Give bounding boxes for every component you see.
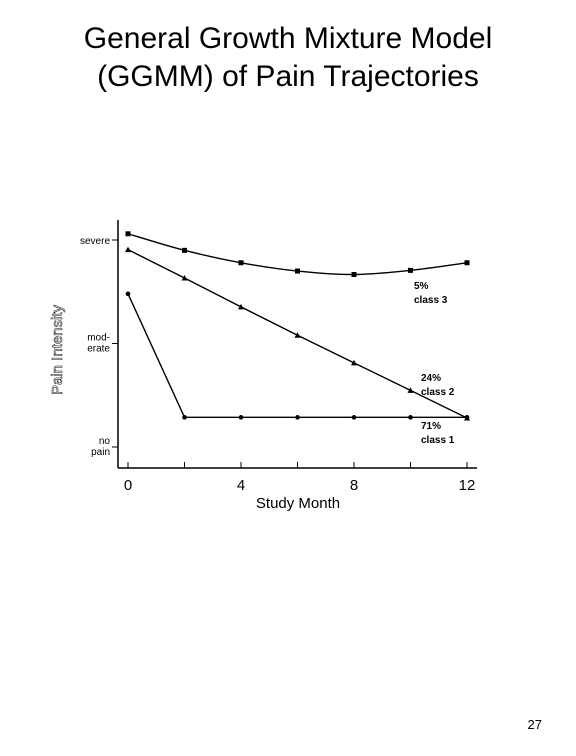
- data-point-circle: [464, 415, 470, 420]
- class-name-label: class 2: [421, 387, 455, 398]
- data-point-triangle: [407, 387, 414, 393]
- x-axis-title: Study Month: [256, 495, 340, 512]
- class-percent-label: 24%: [421, 373, 441, 384]
- data-point-circle: [182, 415, 187, 420]
- y-axis-title: Pain Intensity: [49, 304, 66, 395]
- y-tick-label: no: [99, 436, 111, 447]
- data-point-circle: [408, 415, 413, 420]
- data-point-square: [351, 272, 357, 277]
- x-tick-label: 12: [459, 477, 476, 494]
- page-number: 27: [527, 717, 542, 732]
- slide-title-line-1: General Growth Mixture Model: [83, 22, 493, 55]
- data-point-square: [295, 268, 300, 274]
- class-percent-label: 71%: [421, 421, 441, 432]
- data-point-triangle: [351, 359, 357, 366]
- class-name-label: class 1: [421, 435, 455, 446]
- data-point-square: [408, 267, 413, 273]
- data-point-triangle: [181, 274, 188, 281]
- series-line-class-1: [127, 293, 467, 419]
- data-point-circle: [238, 415, 244, 420]
- x-tick-label: 0: [124, 477, 132, 494]
- data-point-triangle: [294, 332, 301, 338]
- series-line-class-3: [127, 233, 468, 276]
- data-point-square: [464, 260, 470, 266]
- data-point-circle: [125, 291, 131, 297]
- data-point-triangle: [238, 303, 244, 310]
- data-point-circle: [295, 415, 300, 420]
- data-point-square: [238, 260, 244, 266]
- y-tick-label: mod-: [87, 333, 110, 344]
- data-point-square: [125, 231, 131, 237]
- y-tick-label: erate: [87, 344, 110, 355]
- data-point-triangle: [125, 246, 131, 253]
- y-tick-label: pain: [91, 447, 110, 458]
- x-tick-label: 8: [350, 477, 358, 494]
- class-percent-label: 5%: [414, 281, 429, 292]
- data-point-square: [182, 247, 187, 253]
- y-tick-label: severe: [80, 236, 110, 247]
- class-name-label: class 3: [414, 295, 448, 306]
- data-point-circle: [351, 415, 357, 420]
- x-tick-label: 4: [237, 477, 245, 494]
- slide-title: General Growth Mixture Model (GGMM) of P…: [0, 20, 576, 96]
- slide-title-line-2: (GGMM) of Pain Trajectories: [97, 60, 479, 93]
